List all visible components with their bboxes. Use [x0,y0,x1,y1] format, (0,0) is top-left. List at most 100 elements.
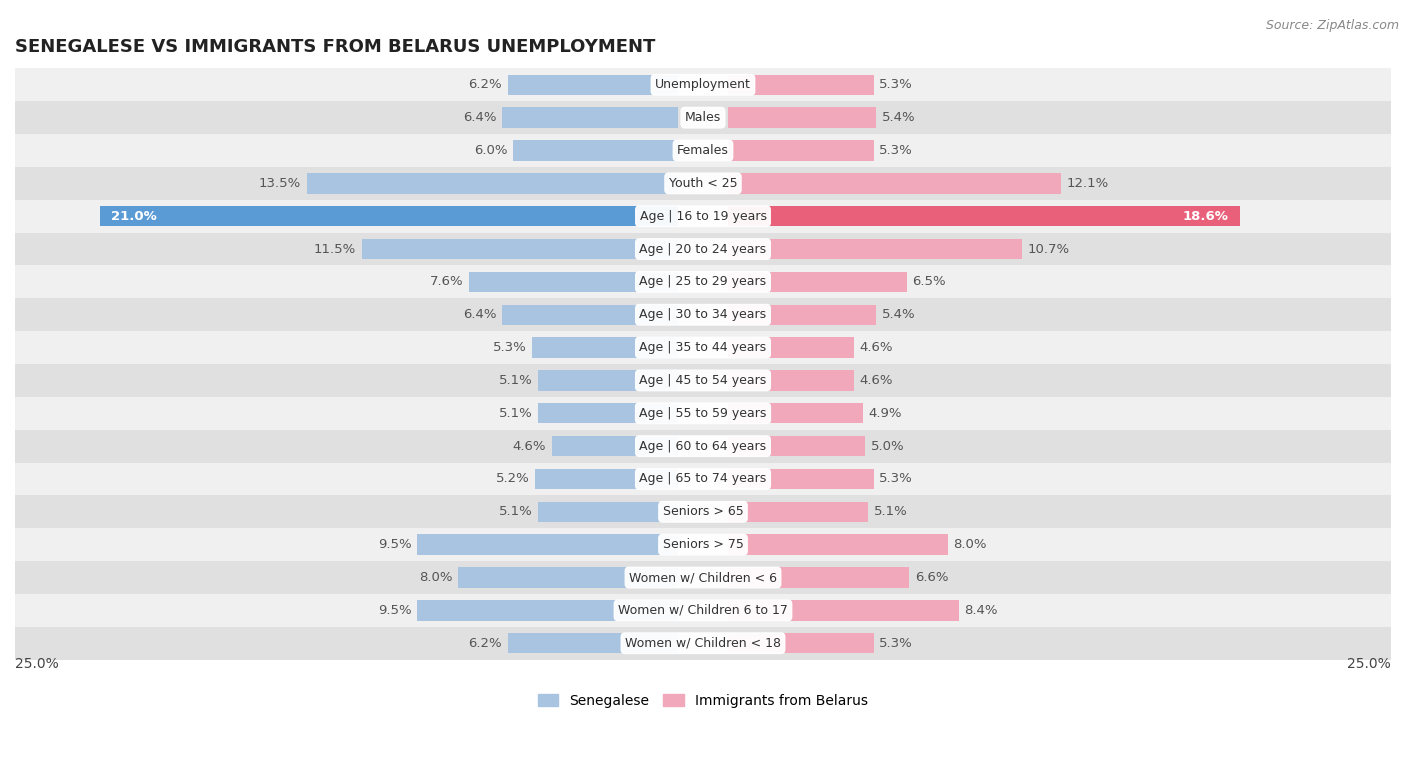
Text: Age | 16 to 19 years: Age | 16 to 19 years [640,210,766,223]
Text: 6.5%: 6.5% [912,276,946,288]
Bar [551,436,678,456]
Text: Age | 60 to 64 years: Age | 60 to 64 years [640,440,766,453]
Text: 4.6%: 4.6% [860,341,893,354]
Text: 5.4%: 5.4% [882,308,915,321]
Text: 5.1%: 5.1% [499,374,533,387]
Bar [538,370,678,391]
Bar [416,534,678,555]
Bar [100,206,678,226]
Text: 5.2%: 5.2% [496,472,530,485]
Bar [728,304,876,325]
Bar [538,403,678,423]
Bar [508,75,678,95]
Bar [15,68,1391,101]
Text: 5.1%: 5.1% [873,506,907,519]
Text: Age | 55 to 59 years: Age | 55 to 59 years [640,407,766,420]
Bar [15,463,1391,495]
Bar [15,232,1391,266]
Bar [728,567,910,587]
Bar [508,633,678,653]
Bar [15,397,1391,430]
Text: 6.4%: 6.4% [463,308,496,321]
Text: 8.0%: 8.0% [419,571,453,584]
Text: 8.0%: 8.0% [953,538,987,551]
Bar [15,101,1391,134]
Text: 8.4%: 8.4% [965,604,998,617]
Text: 25.0%: 25.0% [15,656,59,671]
Text: 25.0%: 25.0% [1347,656,1391,671]
Bar [728,436,865,456]
Text: Females: Females [678,144,728,157]
Text: 21.0%: 21.0% [111,210,157,223]
Bar [533,338,678,358]
Bar [458,567,678,587]
Text: 5.3%: 5.3% [879,144,912,157]
Text: Age | 65 to 74 years: Age | 65 to 74 years [640,472,766,485]
Bar [15,627,1391,659]
Text: 5.1%: 5.1% [499,407,533,420]
Text: 7.6%: 7.6% [430,276,464,288]
Text: 5.3%: 5.3% [494,341,527,354]
Bar [728,239,1022,259]
Text: 6.6%: 6.6% [915,571,949,584]
Bar [502,107,678,128]
Text: 9.5%: 9.5% [378,538,412,551]
Text: Women w/ Children < 6: Women w/ Children < 6 [628,571,778,584]
Text: Women w/ Children 6 to 17: Women w/ Children 6 to 17 [619,604,787,617]
Bar [728,469,873,489]
Text: Males: Males [685,111,721,124]
Text: 5.4%: 5.4% [882,111,915,124]
Text: SENEGALESE VS IMMIGRANTS FROM BELARUS UNEMPLOYMENT: SENEGALESE VS IMMIGRANTS FROM BELARUS UN… [15,38,655,56]
Bar [15,430,1391,463]
Text: 12.1%: 12.1% [1066,177,1108,190]
Bar [513,140,678,160]
Bar [728,206,1240,226]
Bar [728,107,876,128]
Bar [15,331,1391,364]
Bar [728,534,948,555]
Bar [15,528,1391,561]
Text: 5.3%: 5.3% [879,637,912,650]
Text: Youth < 25: Youth < 25 [669,177,737,190]
Bar [728,403,863,423]
Text: Unemployment: Unemployment [655,78,751,92]
Text: Age | 25 to 29 years: Age | 25 to 29 years [640,276,766,288]
Text: Age | 45 to 54 years: Age | 45 to 54 years [640,374,766,387]
Text: Source: ZipAtlas.com: Source: ZipAtlas.com [1265,19,1399,32]
Text: 13.5%: 13.5% [259,177,301,190]
Text: 10.7%: 10.7% [1028,242,1070,256]
Bar [502,304,678,325]
Text: Age | 35 to 44 years: Age | 35 to 44 years [640,341,766,354]
Bar [15,495,1391,528]
Bar [15,594,1391,627]
Bar [15,134,1391,167]
Bar [15,266,1391,298]
Bar [728,600,959,621]
Bar [361,239,678,259]
Text: 4.9%: 4.9% [868,407,901,420]
Bar [416,600,678,621]
Bar [728,272,907,292]
Bar [15,200,1391,232]
Text: Age | 20 to 24 years: Age | 20 to 24 years [640,242,766,256]
Bar [728,75,873,95]
Text: 18.6%: 18.6% [1182,210,1229,223]
Bar [538,502,678,522]
Bar [15,561,1391,594]
Bar [728,502,868,522]
Text: 6.4%: 6.4% [463,111,496,124]
Text: Seniors > 65: Seniors > 65 [662,506,744,519]
Text: 4.6%: 4.6% [513,440,546,453]
Bar [728,370,855,391]
Text: Women w/ Children < 18: Women w/ Children < 18 [626,637,780,650]
Bar [470,272,678,292]
Text: 5.1%: 5.1% [499,506,533,519]
Text: 6.2%: 6.2% [468,78,502,92]
Text: 6.0%: 6.0% [474,144,508,157]
Text: Seniors > 75: Seniors > 75 [662,538,744,551]
Text: 5.3%: 5.3% [879,472,912,485]
Bar [728,173,1060,194]
Text: 9.5%: 9.5% [378,604,412,617]
Text: 4.6%: 4.6% [860,374,893,387]
Bar [536,469,678,489]
